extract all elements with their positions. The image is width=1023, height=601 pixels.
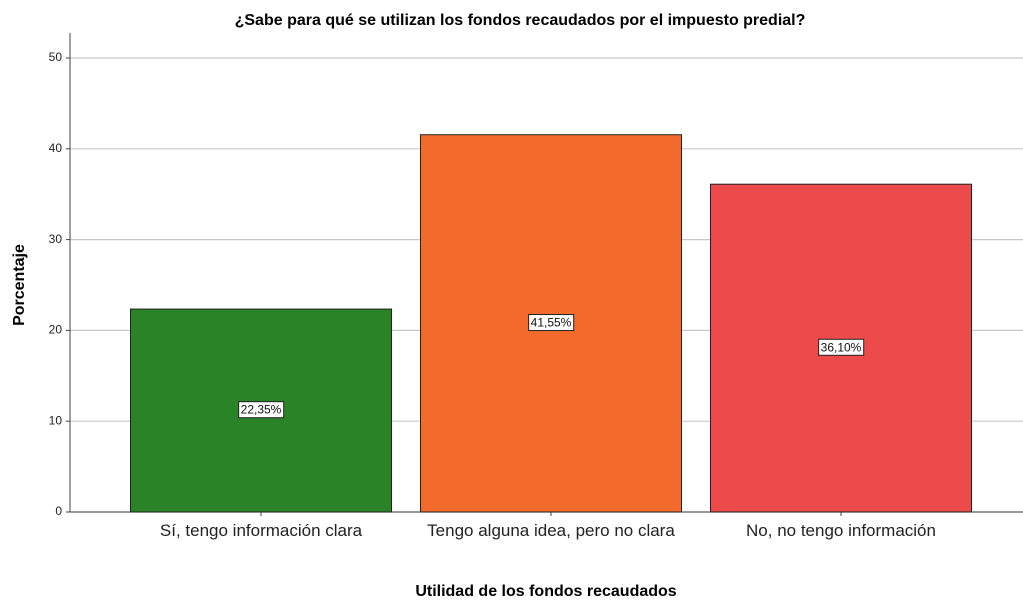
y-tick-label: 50	[49, 50, 63, 64]
y-tick-label: 40	[49, 141, 63, 155]
value-label: 36,10%	[821, 340, 862, 354]
x-tick-label: Sí, tengo información clara	[159, 521, 363, 540]
x-tick-label: Tengo alguna idea, pero no clara	[427, 521, 675, 540]
y-tick-label: 10	[49, 413, 63, 427]
y-tick-label: 0	[55, 504, 62, 518]
value-label-box	[528, 314, 575, 332]
value-label-box	[238, 401, 285, 419]
value-label: 22,35%	[241, 403, 282, 417]
x-tick-label: No, no tengo información	[746, 521, 936, 540]
value-label: 41,55%	[531, 316, 572, 330]
chart-title: ¿Sabe para qué se utilizan los fondos re…	[235, 12, 806, 29]
value-label-box	[818, 338, 865, 356]
y-tick-label: 30	[49, 232, 63, 246]
y-axis-label: Porcentaje	[11, 244, 28, 326]
x-axis-label: Utilidad de los fondos recaudados	[415, 583, 676, 600]
y-tick-label: 20	[49, 323, 63, 337]
